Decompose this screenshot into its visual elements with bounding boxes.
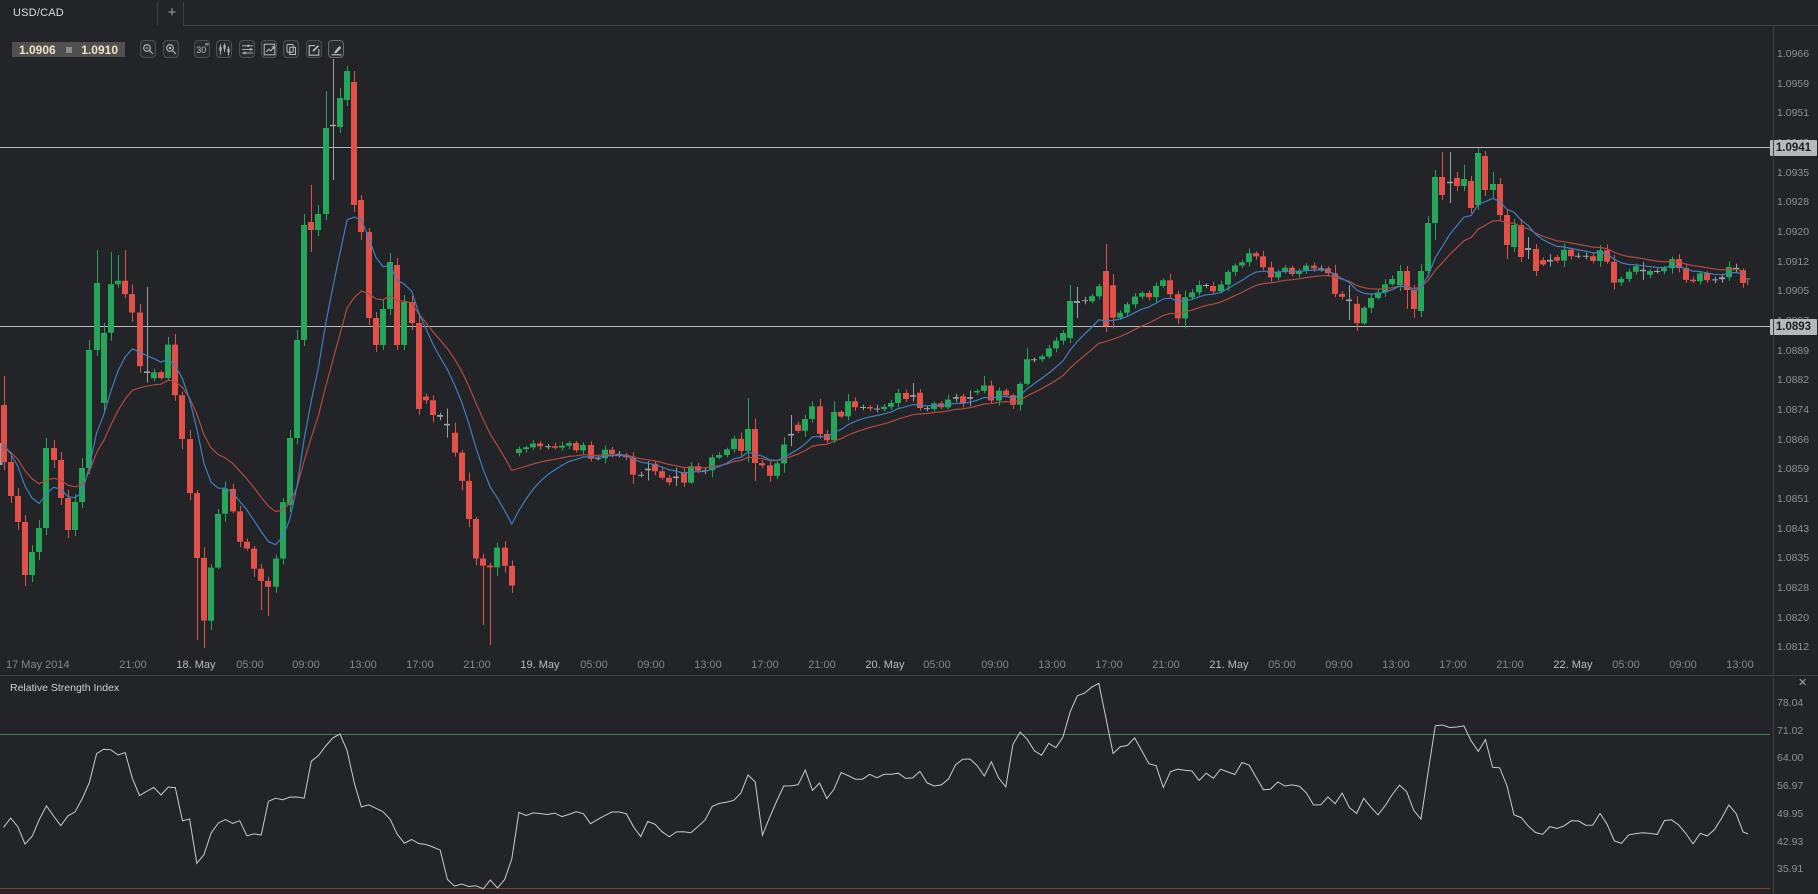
svg-text:30: 30 — [196, 45, 206, 55]
